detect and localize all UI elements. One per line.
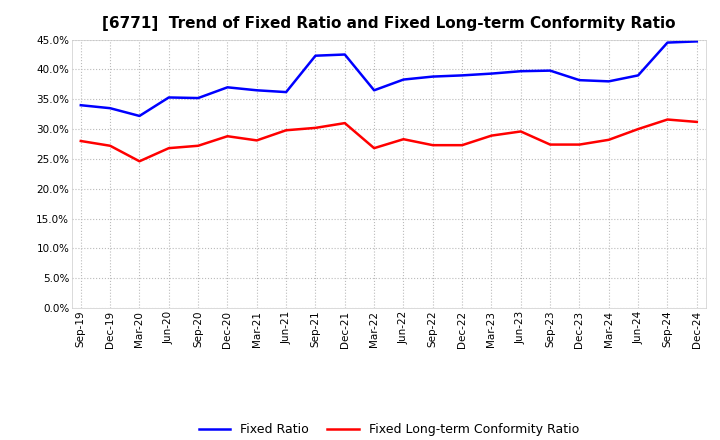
Fixed Ratio [428,74,437,79]
Fixed Long-term Conformity Ratio [516,129,525,134]
Fixed Ratio [76,103,85,108]
Fixed Long-term Conformity Ratio [311,125,320,131]
Fixed Long-term Conformity Ratio [487,133,496,138]
Fixed Ratio [605,79,613,84]
Fixed Long-term Conformity Ratio [164,146,173,151]
Fixed Ratio [253,88,261,93]
Fixed Long-term Conformity Ratio [399,136,408,142]
Fixed Ratio [194,95,202,101]
Fixed Ratio [164,95,173,100]
Fixed Ratio [575,77,584,83]
Fixed Ratio [458,73,467,78]
Fixed Long-term Conformity Ratio [663,117,672,122]
Fixed Long-term Conformity Ratio [282,128,290,133]
Fixed Long-term Conformity Ratio [634,126,642,132]
Fixed Ratio [106,106,114,111]
Fixed Ratio [370,88,379,93]
Fixed Ratio [223,84,232,90]
Fixed Long-term Conformity Ratio [194,143,202,148]
Fixed Long-term Conformity Ratio [575,142,584,147]
Fixed Ratio [634,73,642,78]
Fixed Ratio [311,53,320,59]
Line: Fixed Ratio: Fixed Ratio [81,41,697,116]
Fixed Ratio [282,89,290,95]
Fixed Ratio [693,39,701,44]
Fixed Ratio [546,68,554,73]
Fixed Long-term Conformity Ratio [370,146,379,151]
Fixed Long-term Conformity Ratio [428,143,437,148]
Fixed Long-term Conformity Ratio [135,159,144,164]
Fixed Long-term Conformity Ratio [106,143,114,148]
Fixed Long-term Conformity Ratio [693,119,701,125]
Fixed Ratio [399,77,408,82]
Fixed Long-term Conformity Ratio [223,134,232,139]
Fixed Long-term Conformity Ratio [458,143,467,148]
Fixed Long-term Conformity Ratio [546,142,554,147]
Fixed Ratio [487,71,496,76]
Fixed Ratio [663,40,672,45]
Fixed Ratio [135,114,144,119]
Legend: Fixed Ratio, Fixed Long-term Conformity Ratio: Fixed Ratio, Fixed Long-term Conformity … [194,418,584,440]
Title: [6771]  Trend of Fixed Ratio and Fixed Long-term Conformity Ratio: [6771] Trend of Fixed Ratio and Fixed Lo… [102,16,675,32]
Fixed Long-term Conformity Ratio [341,121,349,126]
Fixed Long-term Conformity Ratio [253,138,261,143]
Fixed Ratio [341,52,349,57]
Fixed Ratio [516,69,525,74]
Line: Fixed Long-term Conformity Ratio: Fixed Long-term Conformity Ratio [81,120,697,161]
Fixed Long-term Conformity Ratio [605,137,613,143]
Fixed Long-term Conformity Ratio [76,138,85,143]
